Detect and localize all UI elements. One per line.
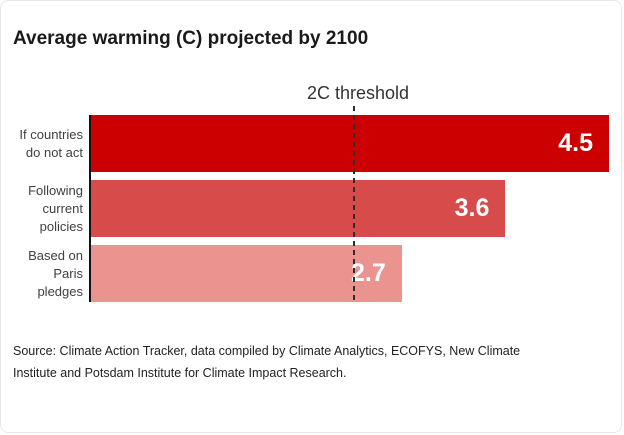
threshold-label: 2C threshold [307,83,410,103]
value-label: 4.5 [558,129,593,157]
chart-title: Average warming (C) projected by 2100 [13,28,369,49]
bar-chart: If countries do not act 4.5 Following curr… [13,106,609,302]
bar: 2.7 [91,245,402,302]
threshold-line [353,106,355,302]
bar-track: 2.7 [91,245,609,302]
bar-row: Based on Paris pledges 2.7 [13,245,609,302]
axis-line [89,115,91,302]
bar-track: 4.5 [91,115,609,172]
value-label: 2.7 [351,259,386,287]
value-label: 3.6 [454,194,490,222]
bar-rows: If countries do not act 4.5 Following curr… [13,115,609,302]
category-label: Based on Paris pledges [28,247,83,299]
category-label: If countries do not act [19,126,83,160]
bar: 3.6 [91,180,506,237]
category-label: Following current policies [28,182,83,234]
bar-track: 3.6 [91,180,609,237]
bar: 4.5 [91,115,609,172]
source-text: Source: Climate Action Tracker, data com… [13,344,521,380]
bar-row: Following current policies 3.6 [13,180,609,237]
bar-row: If countries do not act 4.5 [13,115,609,172]
